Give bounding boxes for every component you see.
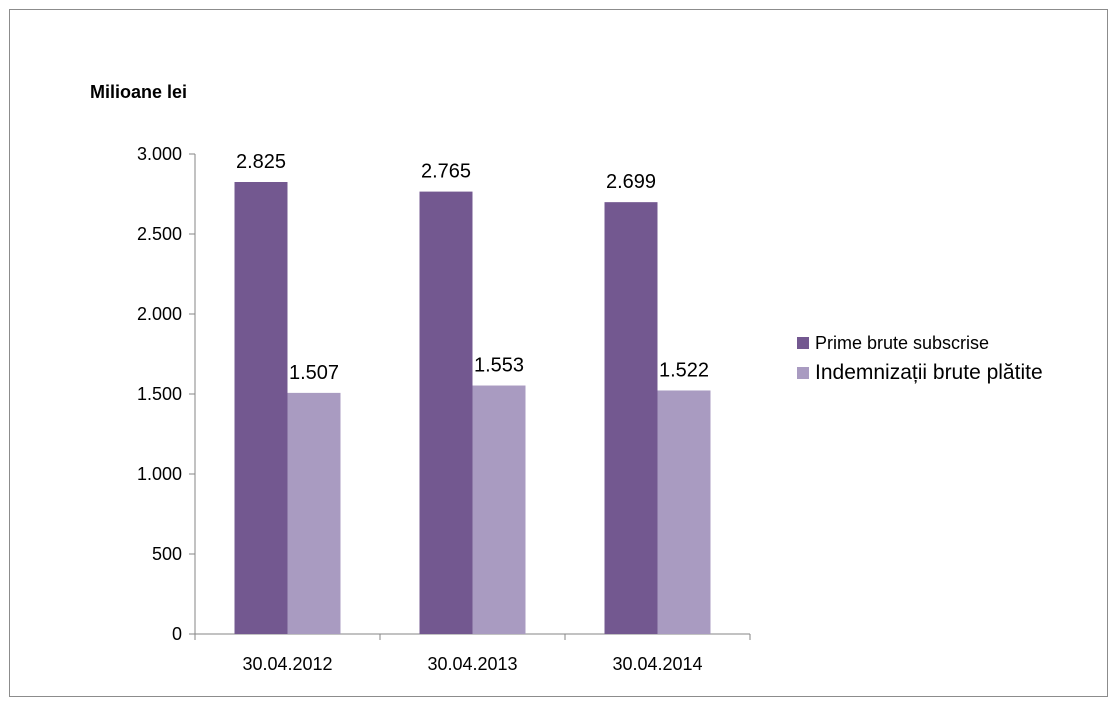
legend-item-prime: Prime brute subscrise bbox=[797, 328, 1043, 358]
bar-indemnizatii bbox=[472, 385, 526, 634]
legend: Prime brute subscrise Indemnizații brute… bbox=[797, 328, 1043, 388]
y-tick-label: 1.000 bbox=[137, 464, 182, 484]
data-label: 2.699 bbox=[606, 171, 656, 193]
x-tick-label: 30.04.2012 bbox=[242, 654, 332, 674]
data-label: 2.825 bbox=[236, 151, 286, 173]
x-tick-label: 30.04.2013 bbox=[427, 654, 517, 674]
bar-indemnizatii bbox=[657, 390, 711, 634]
x-tick-label: 30.04.2014 bbox=[612, 654, 702, 674]
legend-label-prime: Prime brute subscrise bbox=[815, 332, 990, 353]
data-label: 1.507 bbox=[289, 362, 339, 384]
chart-frame bbox=[9, 9, 1108, 697]
y-tick-label: 2.500 bbox=[137, 224, 182, 244]
legend-swatch-prime bbox=[797, 337, 809, 349]
data-label: 1.522 bbox=[659, 359, 709, 381]
y-tick-label: 500 bbox=[152, 544, 182, 564]
legend-swatch-indemnizatii bbox=[797, 367, 809, 379]
data-labels: 2.825 1.507 2.765 1.553 2.699 1.522 bbox=[236, 151, 709, 384]
legend-label-indemnizatii: Indemnizații brute plătite bbox=[815, 361, 1043, 384]
y-tick-label: 0 bbox=[172, 624, 182, 644]
unit-label: Milioane lei bbox=[90, 82, 188, 102]
data-label: 1.553 bbox=[474, 355, 524, 377]
y-tick-label: 2.000 bbox=[137, 304, 182, 324]
bars bbox=[234, 182, 711, 634]
axes: 0 500 1.000 1.500 2.000 2.500 3.000 30.04.2012 3… bbox=[137, 144, 751, 674]
bar-prime bbox=[419, 191, 473, 634]
bar-indemnizatii bbox=[287, 392, 341, 634]
bar-prime bbox=[234, 182, 288, 634]
bar-prime bbox=[604, 202, 658, 634]
y-tick-label: 1.500 bbox=[137, 384, 182, 404]
y-tick-label: 3.000 bbox=[137, 144, 182, 164]
legend-item-indemnizatii: Indemnizații brute plătite bbox=[797, 358, 1043, 388]
data-label: 2.765 bbox=[421, 161, 471, 183]
